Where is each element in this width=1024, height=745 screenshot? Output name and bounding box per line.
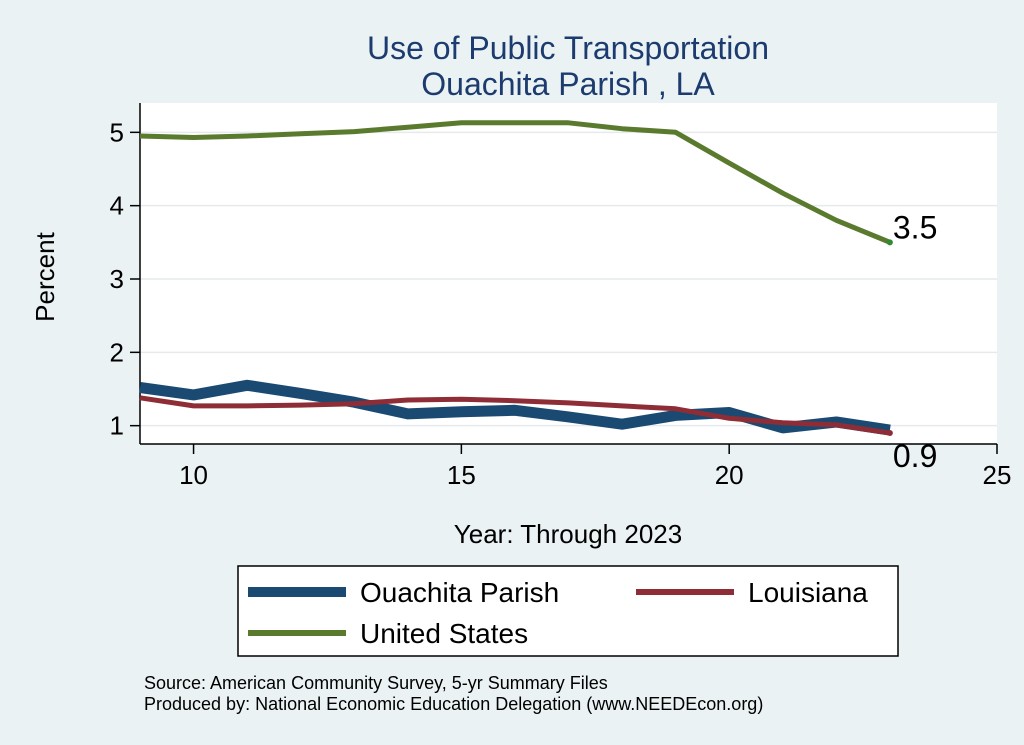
chart-subtitle: Ouachita Parish , LA	[421, 66, 715, 102]
x-tick-label: 25	[983, 460, 1012, 490]
end-labels: 3.5 0.9	[886, 209, 937, 474]
legend	[237, 565, 899, 657]
y-tick-label: 1	[110, 411, 124, 441]
legend-label-ouachita-parish: Ouachita Parish	[360, 577, 559, 608]
axes: 1 2 3 4 5 10 15 20 25	[110, 103, 1012, 490]
y-tick-label: 4	[110, 191, 124, 221]
legend-label-united-states: United States	[360, 618, 528, 649]
y-axis-label: Percent	[30, 231, 60, 321]
y-tick-label: 5	[110, 117, 124, 147]
producer-note: Produced by: National Economic Education…	[144, 694, 763, 714]
x-axis-label: Year: Through 2023	[454, 519, 682, 549]
end-point-louisiana	[886, 430, 893, 436]
series-line-united-states	[139, 120, 891, 245]
end-label-united-states: 3.5	[893, 209, 937, 245]
source-note: Source: American Community Survey, 5-yr …	[144, 673, 608, 693]
series-line-louisiana	[139, 395, 891, 436]
x-tick-label: 20	[715, 460, 744, 490]
x-tick-label: 15	[447, 460, 476, 490]
chart-title: Use of Public Transportation	[367, 30, 769, 66]
x-tick-label: 10	[179, 460, 208, 490]
series-lines	[139, 120, 891, 436]
end-label-louisiana: 0.9	[893, 438, 937, 474]
y-tick-label: 2	[110, 337, 124, 367]
legend-label-louisiana: Louisiana	[748, 577, 868, 608]
y-tick-label: 3	[110, 264, 124, 294]
end-point-united-states	[886, 239, 893, 246]
